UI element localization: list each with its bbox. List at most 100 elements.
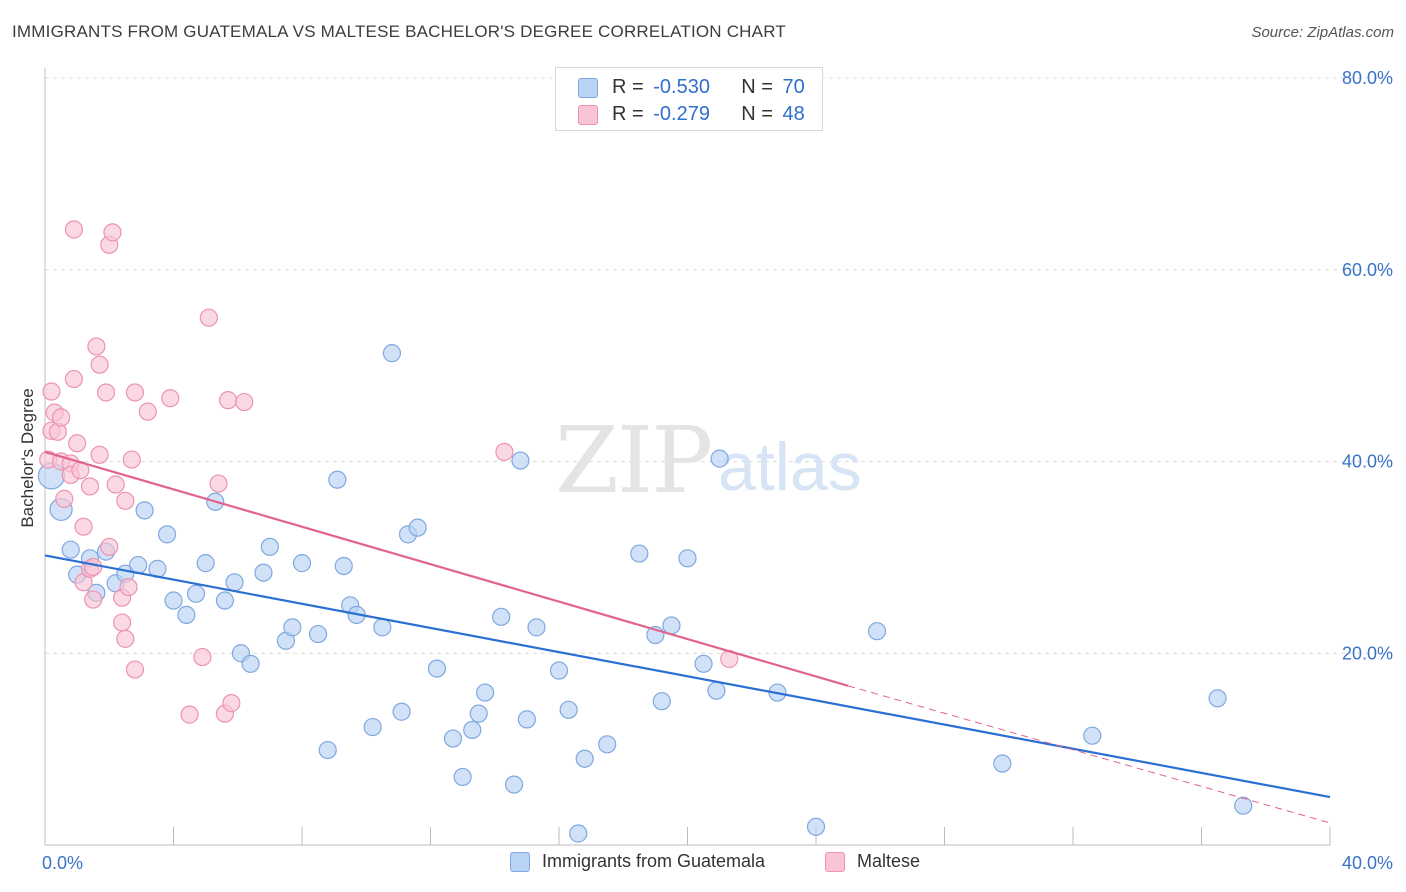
guatemala-trend-line: [44, 554, 1331, 799]
maltese-point: [90, 445, 109, 464]
guatemala-point: [164, 591, 183, 610]
legend-swatch-pink: [825, 851, 845, 872]
guatemala-point: [135, 501, 154, 520]
guatemala-point: [476, 683, 495, 702]
r-label: R =: [612, 76, 650, 98]
maltese-point: [100, 537, 119, 556]
guatemala-point: [283, 618, 302, 637]
maltese-point: [51, 408, 71, 427]
y-tick-label: 40.0%: [1342, 452, 1393, 472]
points-layer: [37, 220, 1253, 843]
x-tick-label: 40.0%: [1342, 853, 1393, 873]
guatemala-point: [225, 573, 244, 592]
guatemala-point: [427, 659, 447, 678]
legend-item-guatemala: Immigrants from Guatemala: [510, 851, 765, 872]
maltese-point: [112, 613, 132, 632]
maltese-point: [64, 220, 84, 239]
maltese-point: [125, 383, 145, 402]
maltese-point: [87, 337, 106, 356]
guatemala-point: [517, 710, 536, 729]
n-label: N =: [741, 76, 779, 98]
guatemala-point: [806, 817, 826, 836]
guatemala-point: [527, 618, 546, 637]
guatemala-point: [993, 754, 1012, 773]
guatemala-point: [363, 717, 382, 737]
maltese-point: [219, 391, 238, 410]
maltese-point: [80, 477, 100, 496]
guatemala-point: [318, 740, 337, 760]
maltese-point: [74, 517, 93, 536]
maltese-point: [116, 629, 135, 648]
guatemala-point: [504, 775, 524, 794]
guatemala-point: [443, 729, 463, 748]
x-tick-label: 0.0%: [42, 853, 83, 873]
maltese-point: [122, 450, 141, 469]
guatemala-point: [334, 556, 353, 576]
guatemala-point: [215, 591, 234, 610]
guatemala-point: [569, 824, 588, 843]
stats-legend: R = -0.530 N = 70 R = -0.279 N = 48: [555, 67, 823, 131]
guatemala-point: [254, 563, 273, 582]
legend-label-maltese: Maltese: [857, 851, 921, 871]
maltese-point: [42, 382, 61, 401]
guatemala-point: [328, 470, 347, 489]
guatemala-point: [549, 661, 569, 680]
guatemala-point: [292, 554, 312, 573]
guatemala-point: [630, 544, 649, 563]
guatemala-point: [392, 702, 411, 721]
n-value: 48: [782, 103, 805, 125]
guatemala-point: [707, 681, 726, 700]
pink-swatch: [578, 104, 598, 125]
legend-label-guatemala: Immigrants from Guatemala: [542, 851, 766, 871]
maltese-point: [68, 434, 87, 453]
maltese-point: [103, 223, 122, 242]
guatemala-point: [662, 616, 681, 635]
guatemala-point: [867, 622, 887, 641]
guatemala-point: [469, 704, 488, 723]
guatemala-point: [598, 735, 617, 754]
guatemala-point: [652, 692, 671, 711]
guatemala-point: [186, 584, 206, 603]
guatemala-point: [61, 540, 80, 559]
guatemala-point: [157, 525, 177, 544]
guatemala-point: [408, 518, 427, 537]
maltese-point: [222, 694, 241, 713]
blue-swatch: [578, 77, 598, 98]
maltese-point: [55, 489, 74, 508]
maltese-trend-extension: [847, 685, 1331, 824]
y-axis-title: Bachelor's Degree: [18, 388, 37, 527]
watermark-atlas: atlas: [718, 429, 862, 505]
guatemala-point: [453, 767, 472, 787]
guatemala-point: [559, 700, 578, 719]
guatemala-point: [1208, 689, 1227, 708]
r-value: -0.530: [653, 76, 710, 98]
maltese-point: [209, 474, 228, 493]
maltese-point: [90, 355, 109, 374]
r-label: R =: [612, 103, 650, 125]
y-tick-label: 80.0%: [1342, 68, 1393, 88]
maltese-point: [161, 389, 180, 408]
maltese-point: [180, 705, 199, 724]
maltese-point: [106, 475, 125, 494]
guatemala-point: [710, 449, 729, 468]
y-tick-label: 20.0%: [1342, 643, 1393, 663]
maltese-point: [138, 402, 157, 421]
maltese-point: [84, 590, 103, 609]
guatemala-point: [694, 654, 713, 673]
guatemala-point: [373, 618, 392, 637]
guatemala-point: [511, 451, 530, 470]
r-value: -0.279: [653, 103, 710, 125]
maltese-point: [84, 557, 103, 577]
legend-item-maltese: Maltese: [825, 851, 920, 872]
maltese-point: [199, 308, 218, 327]
maltese-point: [119, 577, 138, 597]
maltese-point: [96, 383, 116, 402]
guatemala-point: [382, 344, 402, 363]
maltese-trend-line: [44, 450, 849, 687]
guatemala-point: [177, 605, 196, 625]
labels-layer: 20.0% 40.0% 60.0% 80.0% 0.0% 40.0% Bachelor's …: [18, 68, 1393, 873]
maltese-point: [125, 660, 145, 679]
maltese-point: [495, 442, 514, 462]
watermark: ZIP atlas: [555, 407, 862, 514]
